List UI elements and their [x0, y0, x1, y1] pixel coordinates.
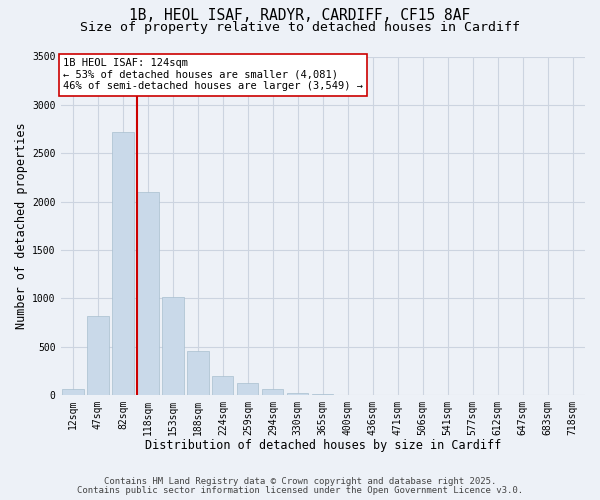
- Text: 1B, HEOL ISAF, RADYR, CARDIFF, CF15 8AF: 1B, HEOL ISAF, RADYR, CARDIFF, CF15 8AF: [130, 8, 470, 23]
- Text: 1B HEOL ISAF: 124sqm
← 53% of detached houses are smaller (4,081)
46% of semi-de: 1B HEOL ISAF: 124sqm ← 53% of detached h…: [63, 58, 363, 92]
- Bar: [112, 132, 134, 395]
- Bar: [163, 298, 184, 395]
- Bar: [212, 376, 233, 395]
- Bar: [88, 316, 109, 395]
- Y-axis label: Number of detached properties: Number of detached properties: [15, 122, 28, 329]
- Text: Contains HM Land Registry data © Crown copyright and database right 2025.: Contains HM Land Registry data © Crown c…: [104, 477, 496, 486]
- Bar: [62, 390, 83, 395]
- Bar: [237, 382, 259, 395]
- Bar: [312, 394, 334, 395]
- Bar: [187, 350, 209, 395]
- Text: Contains public sector information licensed under the Open Government Licence v3: Contains public sector information licen…: [77, 486, 523, 495]
- Bar: [137, 192, 158, 395]
- Bar: [262, 390, 283, 395]
- Text: Size of property relative to detached houses in Cardiff: Size of property relative to detached ho…: [80, 21, 520, 34]
- X-axis label: Distribution of detached houses by size in Cardiff: Distribution of detached houses by size …: [145, 440, 501, 452]
- Bar: [287, 394, 308, 395]
